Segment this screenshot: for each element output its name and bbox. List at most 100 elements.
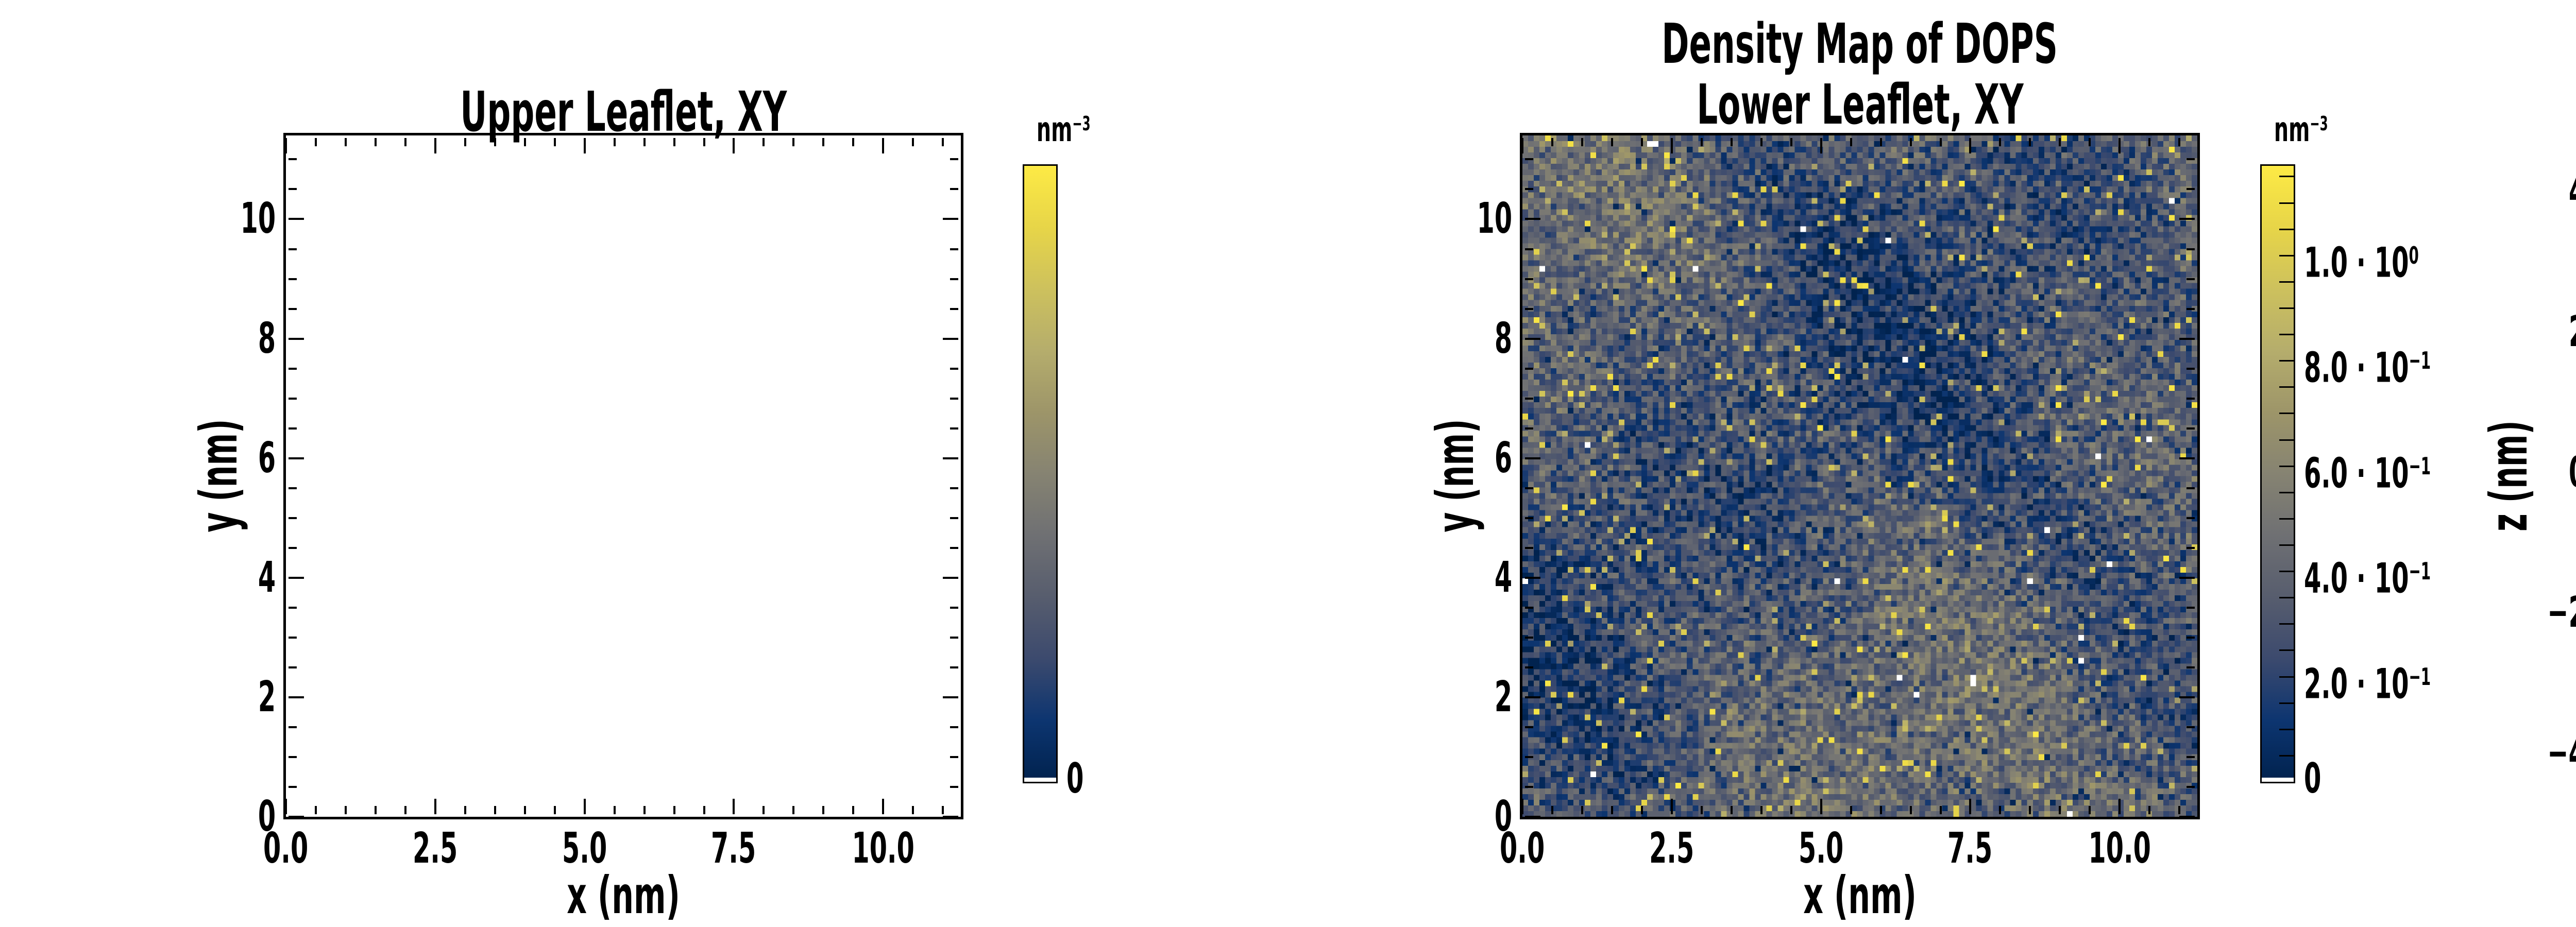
colorbar-zero-label: 0 [1066, 754, 1084, 802]
tick-mark [1940, 806, 1942, 814]
tick-mark [1581, 806, 1583, 814]
tick-mark [285, 799, 287, 814]
y-tick-label: 10 [240, 194, 276, 243]
tick-mark [434, 138, 436, 153]
tick-mark [2279, 676, 2294, 678]
tick-mark [950, 637, 958, 639]
tick-mark [822, 138, 824, 146]
tick-mark [315, 806, 317, 814]
tick-mark [1731, 138, 1733, 146]
tick-mark [2279, 755, 2294, 757]
tick-mark [950, 308, 958, 310]
tick-mark [2279, 439, 2294, 441]
tick-mark [404, 806, 406, 814]
tick-mark [289, 487, 297, 489]
tick-mark [950, 158, 958, 160]
x-tick-label: 0 [2509, 827, 2576, 870]
y-tick-label: 4 [1494, 553, 1512, 602]
tick-mark [289, 218, 304, 220]
tick-mark [289, 607, 297, 609]
plot-frame [1520, 133, 2200, 819]
tick-mark [2089, 806, 2091, 814]
tick-mark [584, 799, 586, 814]
tick-mark [1525, 158, 1533, 160]
tick-mark [289, 726, 297, 728]
y-tick-label: 0 [1494, 792, 1512, 841]
tick-mark [2279, 702, 2294, 704]
tick-mark [822, 806, 824, 814]
y-tick-label: 4 [2411, 170, 2576, 213]
tick-mark [1910, 138, 1912, 146]
tick-mark [950, 398, 958, 400]
y-tick-label: 2 [1494, 673, 1512, 722]
tick-mark [1820, 799, 1822, 814]
tick-mark [2279, 597, 2294, 598]
tick-mark [1790, 138, 1792, 146]
tick-mark [404, 138, 406, 146]
tick-mark [289, 188, 297, 190]
tick-mark [2179, 696, 2195, 698]
tick-mark [1525, 218, 1540, 220]
tick-mark [2187, 756, 2195, 758]
tick-mark [289, 158, 297, 160]
tick-mark [1521, 138, 1523, 153]
colorbar-label: 1.0 · 100 [2304, 238, 2419, 287]
tick-mark [289, 338, 304, 340]
tick-mark [1850, 806, 1852, 814]
tick-mark [852, 138, 854, 146]
tick-mark [950, 487, 958, 489]
tick-mark [2279, 544, 2294, 546]
tick-mark [643, 138, 646, 146]
tick-mark [1525, 517, 1533, 519]
tick-mark [1525, 756, 1533, 758]
tick-mark [494, 806, 496, 814]
tick-mark [2279, 176, 2294, 177]
tick-mark [2279, 202, 2294, 204]
tick-mark [614, 138, 616, 146]
colorbar-zero-label: 0 [2304, 754, 2321, 802]
tick-mark [943, 577, 958, 579]
tick-mark [345, 138, 347, 146]
tick-mark [1701, 806, 1703, 814]
tick-mark [950, 278, 958, 280]
y-tick-label: −4 [2547, 729, 2576, 778]
tick-mark [289, 308, 297, 310]
tick-mark [950, 188, 958, 190]
colorbar-unit: nm−3 [1036, 110, 1091, 150]
tick-mark [1790, 806, 1792, 814]
tick-mark [882, 799, 884, 814]
tick-mark [2279, 466, 2294, 467]
tick-mark [1525, 427, 1533, 430]
tick-mark [1999, 138, 2001, 146]
tick-mark [1999, 806, 2001, 814]
tick-mark [2178, 806, 2180, 814]
y-tick-label: 6 [258, 434, 276, 483]
tick-mark [375, 138, 377, 146]
tick-mark [315, 138, 317, 146]
tick-mark [1525, 338, 1540, 340]
y-tick-label: 8 [258, 314, 276, 363]
y-tick-label: 4 [258, 553, 276, 602]
y-tick-label: 0 [2411, 451, 2576, 494]
tick-mark [1641, 138, 1643, 146]
tick-mark [2179, 457, 2195, 459]
tick-mark [1525, 726, 1533, 728]
tick-mark [1880, 138, 1882, 146]
tick-mark [1525, 666, 1533, 668]
y-axis-label: y (nm) [1425, 419, 1485, 533]
tick-mark [943, 457, 958, 459]
tick-mark [2179, 577, 2195, 579]
colorbar-label: 4.0 · 10−1 [2304, 554, 2431, 603]
tick-mark [289, 517, 297, 519]
tick-mark [289, 816, 304, 818]
tick-mark [375, 806, 377, 814]
tick-mark [1521, 799, 1523, 814]
tick-mark [289, 278, 297, 280]
tick-mark [2279, 649, 2294, 651]
colorbar [1023, 164, 1058, 783]
tick-mark [2187, 726, 2195, 728]
tick-mark [1820, 138, 1822, 153]
tick-mark [2148, 138, 2150, 146]
tick-mark [1525, 308, 1533, 310]
